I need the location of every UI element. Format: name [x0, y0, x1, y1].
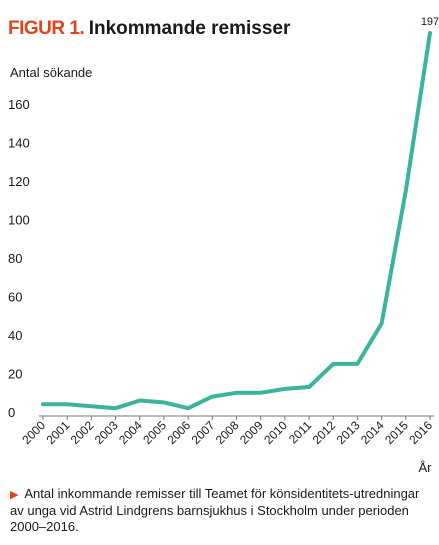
y-tick-label: 140 [8, 136, 30, 151]
data-point [162, 400, 166, 404]
series-line [41, 31, 432, 411]
y-tick-label: 100 [8, 213, 30, 228]
x-tick-label: 2007 [189, 418, 218, 447]
data-point [331, 362, 335, 366]
x-tick-label: 2002 [68, 418, 97, 447]
data-point [355, 362, 360, 366]
data-point [283, 387, 287, 391]
x-tick-label: 2009 [237, 418, 266, 447]
data-point [307, 385, 311, 389]
data-point [89, 404, 93, 408]
y-axis-label: Antal sökande [10, 65, 93, 80]
y-tick-label: 0 [8, 405, 15, 420]
x-tick-label: 2005 [140, 418, 169, 447]
y-tick-label: 60 [8, 290, 22, 305]
data-label: 197 [421, 16, 439, 28]
x-tick-label: 2006 [164, 418, 193, 447]
data-point [65, 402, 69, 406]
data-point [113, 406, 118, 410]
caption: ▶ Antal inkommande remisser till Teamet … [10, 486, 430, 535]
x-tick-label: 2016 [406, 418, 435, 447]
y-tick-label: 40 [8, 328, 22, 343]
title: FIGUR 1. Inkommande remisser [8, 18, 290, 40]
data-point [234, 391, 239, 395]
x-tick-label: 2015 [382, 418, 411, 447]
x-tick-label: 2013 [334, 418, 363, 447]
data-point [186, 406, 190, 410]
caption-marker-icon: ▶ [10, 489, 19, 501]
x-tick-label: 2001 [44, 418, 73, 447]
x-tick-label: 2008 [213, 418, 242, 447]
data-point [259, 391, 263, 395]
x-tick-label: 2003 [92, 418, 121, 447]
x-axis-label: År [419, 460, 433, 475]
data-point [138, 398, 142, 403]
data-point [428, 31, 432, 35]
x-tick-label: 2004 [116, 418, 145, 447]
data-point [380, 321, 384, 326]
x-tick-label: 2010 [261, 418, 290, 447]
x-tick-label: 2014 [358, 418, 387, 447]
x-tick-label: 2012 [310, 418, 339, 447]
x-tick-label: 2000 [19, 418, 48, 447]
y-tick-label: 80 [8, 251, 22, 266]
y-tick-label: 120 [8, 174, 30, 189]
data-point [404, 189, 408, 193]
data-point [41, 402, 45, 406]
x-tick-label: 2011 [286, 418, 314, 446]
caption-text: Antal inkommande remisser till Teamet fö… [10, 486, 420, 534]
figure-label: FIGUR 1. [8, 18, 85, 39]
data-point [210, 395, 214, 399]
y-tick-label: 160 [8, 97, 30, 112]
chart-title: Inkommande remisser [88, 18, 291, 39]
y-tick-label: 20 [8, 367, 22, 382]
